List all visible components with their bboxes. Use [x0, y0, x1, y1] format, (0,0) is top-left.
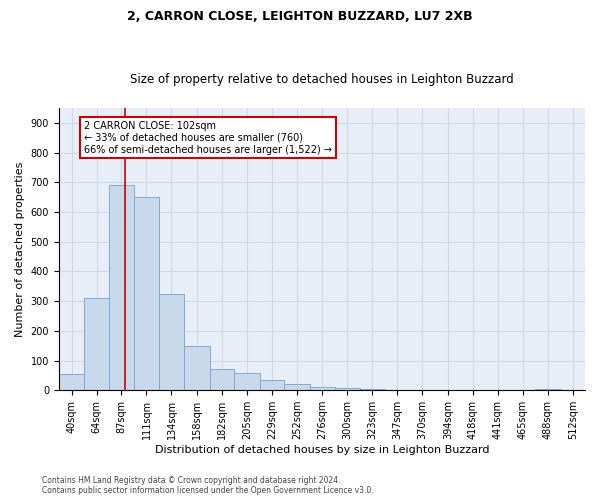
Bar — [59, 374, 84, 390]
Bar — [234, 374, 260, 390]
Bar — [134, 197, 159, 390]
Bar — [535, 388, 560, 390]
Bar — [260, 380, 284, 390]
Y-axis label: Number of detached properties: Number of detached properties — [15, 162, 25, 337]
Bar — [109, 185, 134, 390]
Text: 2, CARRON CLOSE, LEIGHTON BUZZARD, LU7 2XB: 2, CARRON CLOSE, LEIGHTON BUZZARD, LU7 2… — [127, 10, 473, 23]
Text: Contains HM Land Registry data © Crown copyright and database right 2024.
Contai: Contains HM Land Registry data © Crown c… — [42, 476, 374, 495]
Bar — [159, 294, 184, 390]
Bar — [184, 346, 210, 390]
Title: Size of property relative to detached houses in Leighton Buzzard: Size of property relative to detached ho… — [130, 73, 514, 86]
Bar — [310, 388, 335, 390]
Bar — [284, 384, 310, 390]
Bar — [335, 388, 359, 390]
Bar — [84, 298, 109, 390]
X-axis label: Distribution of detached houses by size in Leighton Buzzard: Distribution of detached houses by size … — [155, 445, 489, 455]
Bar — [210, 370, 234, 390]
Text: 2 CARRON CLOSE: 102sqm
← 33% of detached houses are smaller (760)
66% of semi-de: 2 CARRON CLOSE: 102sqm ← 33% of detached… — [84, 122, 332, 154]
